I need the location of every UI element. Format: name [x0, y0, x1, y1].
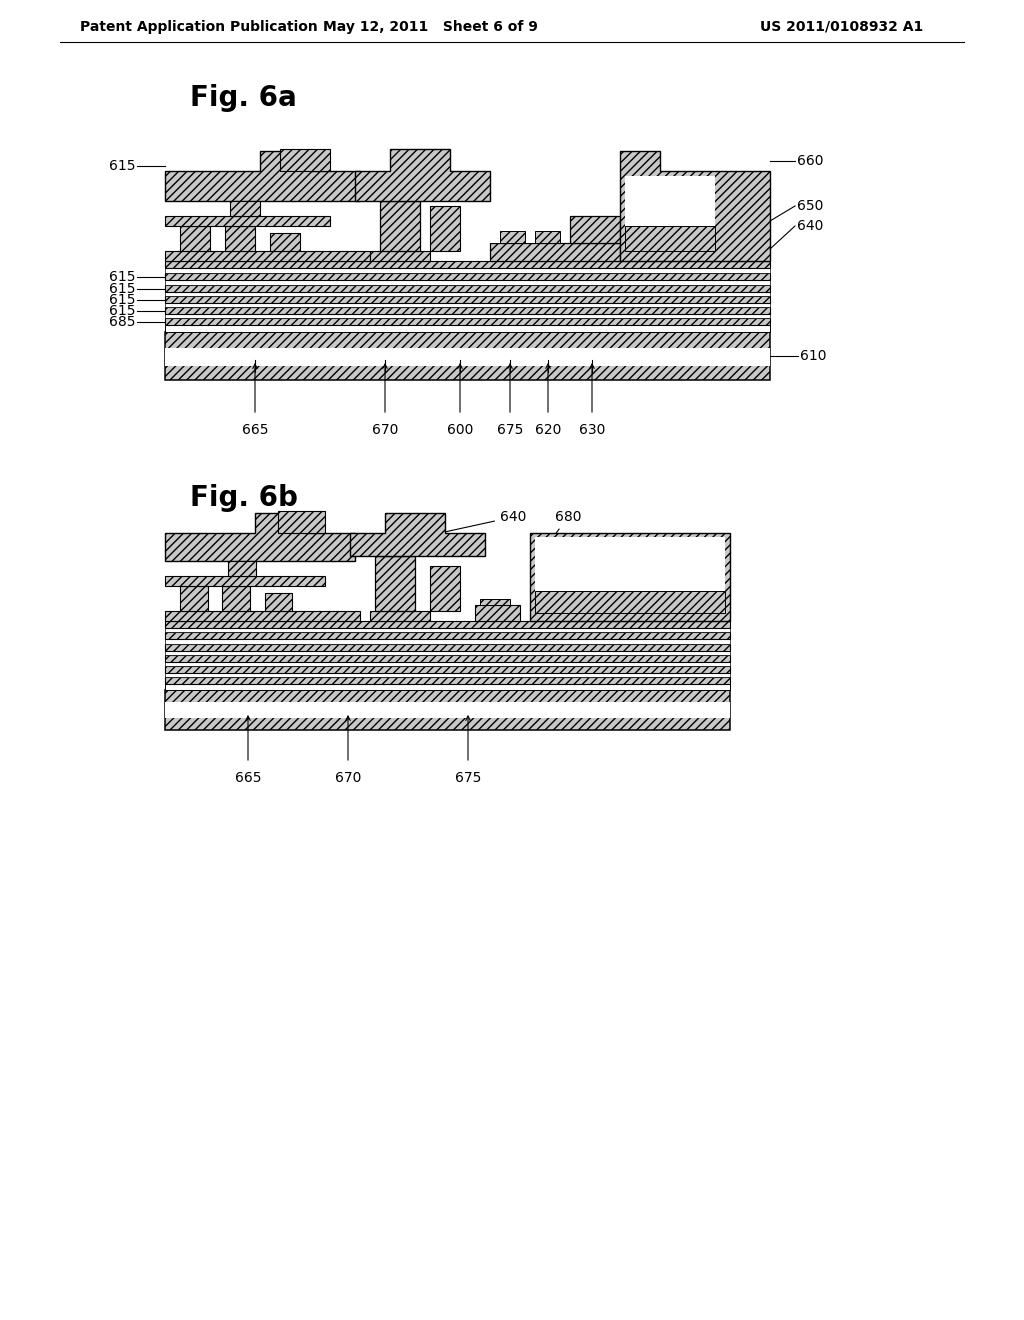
Text: 675: 675	[497, 422, 523, 437]
Bar	[535, 537, 725, 612]
Text: 620: 620	[535, 422, 561, 437]
Bar	[625, 176, 715, 251]
Polygon shape	[270, 234, 300, 251]
Text: 665: 665	[234, 771, 261, 785]
Polygon shape	[480, 599, 510, 605]
Bar	[165, 655, 730, 663]
Polygon shape	[165, 611, 360, 620]
Bar	[165, 702, 730, 718]
Bar	[165, 333, 770, 380]
Polygon shape	[570, 216, 620, 243]
Bar	[165, 273, 770, 280]
Text: 685: 685	[109, 315, 135, 329]
Text: 650: 650	[797, 199, 823, 213]
Polygon shape	[370, 611, 430, 620]
Polygon shape	[355, 149, 490, 201]
Bar	[490, 213, 550, 243]
Bar	[165, 644, 730, 651]
Text: May 12, 2011   Sheet 6 of 9: May 12, 2011 Sheet 6 of 9	[323, 20, 538, 34]
Bar	[165, 628, 730, 632]
Polygon shape	[280, 149, 330, 172]
Text: Patent Application Publication: Patent Application Publication	[80, 20, 317, 34]
Text: 615: 615	[109, 158, 135, 173]
Bar	[165, 308, 770, 314]
Polygon shape	[165, 513, 355, 561]
Polygon shape	[620, 150, 770, 261]
Bar	[165, 673, 730, 677]
Polygon shape	[265, 593, 292, 611]
Text: 670: 670	[372, 422, 398, 437]
Polygon shape	[475, 605, 520, 620]
Polygon shape	[165, 251, 370, 261]
Text: 600: 600	[446, 422, 473, 437]
Text: 630: 630	[579, 422, 605, 437]
Text: 665: 665	[242, 422, 268, 437]
Bar	[165, 651, 730, 655]
Bar	[625, 226, 715, 251]
Bar	[165, 296, 770, 304]
Bar	[165, 667, 730, 673]
Bar	[165, 261, 770, 268]
Text: Fig. 6b: Fig. 6b	[190, 484, 298, 512]
Text: 675: 675	[455, 771, 481, 785]
Bar	[165, 690, 730, 730]
Bar	[165, 285, 770, 292]
Bar	[165, 632, 730, 639]
Bar	[165, 318, 770, 325]
Polygon shape	[380, 201, 420, 251]
Polygon shape	[278, 511, 325, 533]
Text: 640: 640	[797, 219, 823, 234]
Polygon shape	[165, 216, 330, 226]
Polygon shape	[350, 513, 485, 556]
Text: Fig. 6a: Fig. 6a	[190, 84, 297, 112]
Bar	[165, 268, 770, 273]
Polygon shape	[500, 231, 525, 243]
Bar	[165, 639, 730, 644]
Polygon shape	[180, 226, 210, 251]
Polygon shape	[225, 226, 255, 251]
Polygon shape	[165, 576, 325, 586]
Text: 615: 615	[109, 282, 135, 296]
Bar	[165, 684, 730, 690]
Text: 615: 615	[109, 271, 135, 284]
Bar	[165, 348, 770, 366]
Polygon shape	[430, 566, 460, 611]
Bar	[165, 677, 730, 684]
Text: US 2011/0108932 A1: US 2011/0108932 A1	[760, 20, 924, 34]
Polygon shape	[530, 533, 730, 620]
Polygon shape	[165, 150, 360, 201]
Polygon shape	[222, 586, 250, 611]
Polygon shape	[375, 556, 415, 611]
Bar	[165, 620, 730, 628]
Bar	[165, 292, 770, 296]
Text: 610: 610	[800, 348, 826, 363]
Text: 660: 660	[797, 154, 823, 168]
Polygon shape	[535, 231, 560, 243]
Text: 640: 640	[442, 510, 526, 532]
Polygon shape	[490, 243, 620, 261]
Polygon shape	[180, 586, 208, 611]
Text: 670: 670	[335, 771, 361, 785]
Polygon shape	[430, 206, 460, 251]
Polygon shape	[370, 251, 430, 261]
Text: 680: 680	[537, 510, 582, 558]
Bar	[535, 591, 725, 612]
Bar	[165, 480, 730, 620]
Bar	[165, 304, 770, 308]
Bar	[165, 111, 770, 261]
Text: 615: 615	[109, 304, 135, 318]
Bar	[165, 325, 770, 333]
Text: 615: 615	[109, 293, 135, 308]
Bar	[165, 280, 770, 285]
Polygon shape	[228, 561, 256, 576]
Bar	[165, 663, 730, 667]
Polygon shape	[230, 201, 260, 216]
Bar	[165, 314, 770, 318]
